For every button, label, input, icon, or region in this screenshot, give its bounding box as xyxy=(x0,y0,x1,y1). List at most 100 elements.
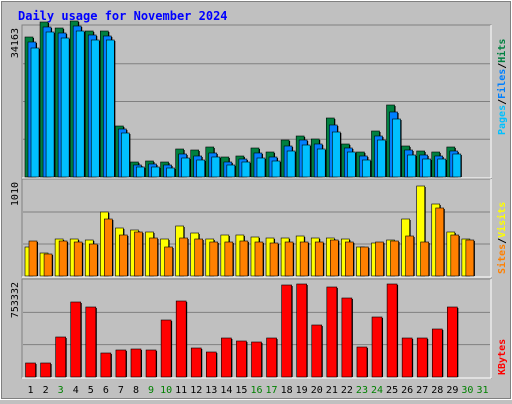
bar-sites-9 xyxy=(149,237,158,277)
x-label-23: 23 xyxy=(356,385,368,396)
bar-sites-16 xyxy=(254,241,264,277)
legend-separator: / xyxy=(497,238,508,244)
bar-pages-19 xyxy=(301,144,311,178)
bar-kbytes-2 xyxy=(40,362,51,378)
bar-pages-10 xyxy=(166,167,175,178)
bar-sites-14 xyxy=(224,241,234,277)
bar-sites-4 xyxy=(73,241,83,277)
x-label-29: 29 xyxy=(446,385,458,396)
x-label-8: 8 xyxy=(133,385,139,396)
bar-kbytes-15 xyxy=(236,340,247,378)
bar-sites-18 xyxy=(284,241,294,277)
bar-pages-24 xyxy=(377,139,386,178)
bar-pages-12 xyxy=(196,159,206,178)
bar-kbytes-7 xyxy=(115,349,127,378)
bar-kbytes-20 xyxy=(311,324,323,378)
bar-kbytes-18 xyxy=(281,284,292,378)
bar-pages-11 xyxy=(181,157,190,178)
x-label-24: 24 xyxy=(371,385,383,396)
x-label-14: 14 xyxy=(220,385,232,396)
ymax-label-2: 753332 xyxy=(10,282,21,318)
bar-sites-5 xyxy=(88,243,98,277)
x-label-21: 21 xyxy=(326,385,338,396)
bar-pages-26 xyxy=(407,154,416,178)
bar-kbytes-3 xyxy=(55,336,66,378)
legend-2: KBytes xyxy=(497,339,508,375)
bar-kbytes-13 xyxy=(206,351,217,378)
bar-sites-29 xyxy=(450,234,460,277)
bar-pages-9 xyxy=(151,166,160,178)
bar-pages-5 xyxy=(90,39,100,178)
bar-sites-22 xyxy=(345,241,354,277)
legend-files: Files xyxy=(496,69,508,99)
bar-pages-27 xyxy=(422,158,431,178)
bar-sites-21 xyxy=(329,239,339,277)
bar-sites-13 xyxy=(209,241,219,277)
bar-sites-28 xyxy=(435,207,445,277)
bar-sites-24 xyxy=(375,241,384,277)
legend-separator: / xyxy=(497,63,508,69)
x-label-4: 4 xyxy=(73,385,79,396)
bar-sites-27 xyxy=(420,241,429,277)
bar-pages-25 xyxy=(392,118,401,178)
ymax-label-0: 34163 xyxy=(10,28,21,58)
bar-sites-8 xyxy=(134,231,143,277)
x-label-15: 15 xyxy=(235,385,247,396)
bar-sites-11 xyxy=(179,237,188,277)
bar-pages-20 xyxy=(316,148,326,178)
bar-kbytes-1 xyxy=(25,362,36,378)
bar-kbytes-23 xyxy=(356,346,368,378)
chart-title: Daily usage for November 2024 xyxy=(18,9,228,23)
ymax-label-1: 1010 xyxy=(10,182,21,206)
bar-sites-12 xyxy=(194,238,204,277)
bar-pages-21 xyxy=(331,131,341,178)
bar-kbytes-9 xyxy=(145,349,157,378)
x-label-18: 18 xyxy=(281,385,293,396)
bar-sites-20 xyxy=(314,241,324,277)
bar-pages-18 xyxy=(286,150,296,178)
bar-pages-13 xyxy=(211,156,221,178)
x-label-10: 10 xyxy=(160,385,172,396)
bar-pages-6 xyxy=(106,39,115,178)
legend-sites: Sites xyxy=(496,244,508,274)
bar-pages-17 xyxy=(271,160,281,178)
x-label-1: 1 xyxy=(28,385,34,396)
bar-sites-2 xyxy=(43,253,53,277)
legend-1: Sites/Visits xyxy=(496,202,508,274)
bar-sites-10 xyxy=(164,246,173,277)
bar-kbytes-16 xyxy=(251,341,262,378)
x-label-16: 16 xyxy=(250,385,262,396)
bar-kbytes-5 xyxy=(85,306,97,378)
x-label-27: 27 xyxy=(416,385,428,396)
x-label-5: 5 xyxy=(88,385,94,396)
legend-0: Pages/Files/Hits xyxy=(496,39,508,135)
bar-pages-1 xyxy=(30,47,40,178)
x-label-25: 25 xyxy=(386,385,398,396)
bar-pages-29 xyxy=(452,153,462,178)
bar-sites-30 xyxy=(465,239,475,277)
bar-pages-3 xyxy=(60,37,70,178)
bar-kbytes-6 xyxy=(100,352,112,378)
bar-pages-4 xyxy=(75,30,85,178)
x-label-17: 17 xyxy=(266,385,278,396)
bar-sites-23 xyxy=(360,246,369,277)
bar-sites-1 xyxy=(28,240,38,277)
bar-sites-15 xyxy=(239,240,249,277)
bar-pages-23 xyxy=(362,159,371,178)
bar-kbytes-29 xyxy=(447,306,458,378)
x-label-30: 30 xyxy=(461,385,473,396)
bar-sites-19 xyxy=(299,241,309,277)
bar-sites-26 xyxy=(405,235,414,277)
x-label-28: 28 xyxy=(431,385,443,396)
bar-pages-28 xyxy=(437,158,447,178)
x-label-22: 22 xyxy=(341,385,353,396)
bar-pages-16 xyxy=(256,157,266,178)
bar-pages-14 xyxy=(226,164,236,178)
bar-kbytes-14 xyxy=(221,337,232,378)
bar-pages-7 xyxy=(121,132,130,178)
x-label-12: 12 xyxy=(190,385,202,396)
bar-pages-2 xyxy=(45,31,55,178)
x-label-19: 19 xyxy=(296,385,308,396)
